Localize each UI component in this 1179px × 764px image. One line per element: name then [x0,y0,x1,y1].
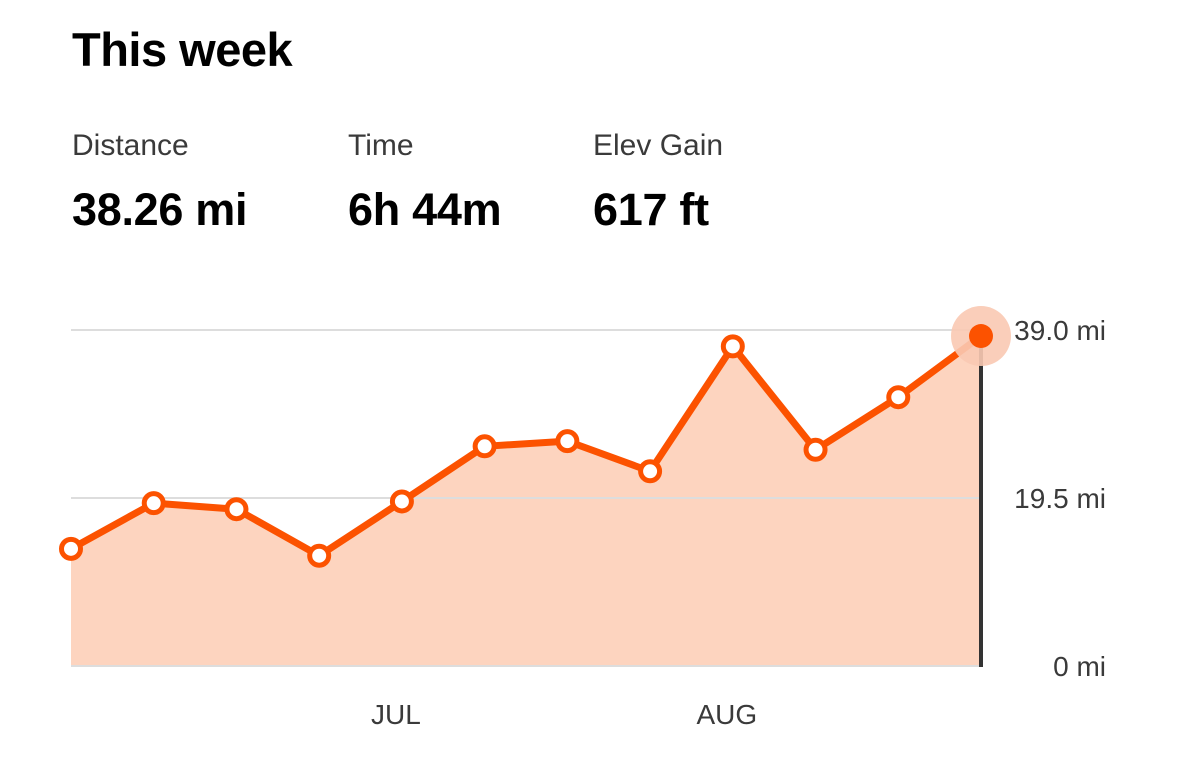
stat-distance-value: 38.26 mi [72,184,248,235]
y-tick-label: 19.5 mi [1014,483,1106,514]
data-point [141,491,166,516]
data-point [555,429,580,454]
x-tick-label: JUL [371,699,421,730]
y-tick-label: 0 mi [1053,651,1106,682]
stat-time-value: 6h 44m [348,184,502,235]
stat-distance: Distance 38.26 mi [72,126,248,238]
area-fill [71,336,981,666]
y-tick-label: 39.0 mi [1014,315,1106,346]
data-point [224,497,249,522]
series-line [67,332,985,560]
data-point [389,489,414,514]
data-point [638,459,663,484]
page-title: This week [72,23,293,76]
stat-elev-gain-label: Elev Gain [593,129,724,162]
stat-time-label: Time [348,129,414,162]
stat-elev-gain-value: 617 ft [593,184,709,235]
stat-distance-label: Distance [72,129,189,162]
data-point [59,536,83,561]
stat-elev-gain: Elev Gain 617 ft [593,126,723,238]
data-point [803,437,828,462]
data-point [720,334,745,359]
data-point [472,434,497,459]
data-point [307,543,332,568]
stat-time: Time 6h 44m [348,126,502,238]
x-tick-label: AUG [696,699,757,730]
data-point [886,385,911,410]
selected-data-point [969,324,993,349]
